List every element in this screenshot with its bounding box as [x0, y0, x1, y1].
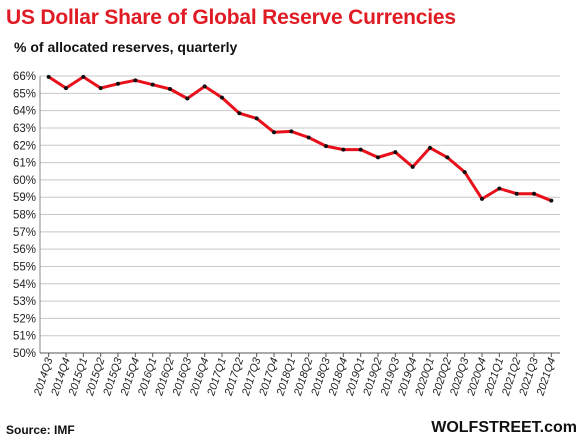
data-point — [549, 198, 554, 203]
x-tick-labels: 2014Q32014Q42015Q12015Q22015Q32015Q42016… — [32, 355, 558, 398]
data-point — [237, 111, 242, 116]
data-point — [168, 86, 172, 91]
data-point — [410, 164, 415, 169]
y-tick-label: 61% — [13, 158, 36, 170]
data-point — [185, 96, 190, 101]
data-point — [358, 147, 363, 152]
data-point — [376, 155, 380, 160]
y-tick-label: 54% — [13, 279, 36, 291]
y-tick-label: 56% — [13, 244, 36, 256]
y-tick-labels: 50% 51% 52% 53% 54% 55% 56% 57% 58% 59% 60% 61% 62% 6… — [13, 71, 36, 360]
data-point — [46, 74, 51, 79]
data-point — [462, 170, 467, 175]
data-point — [116, 81, 120, 86]
gridlines — [40, 75, 560, 354]
y-tick-label: 62% — [13, 140, 36, 152]
axes — [39, 76, 560, 357]
source-note: Source: IMF — [6, 423, 75, 437]
data-point — [133, 78, 138, 83]
data-point — [150, 82, 155, 87]
y-tick-label: 66% — [13, 71, 36, 83]
y-tick-label: 58% — [13, 210, 36, 222]
y-tick-label: 59% — [13, 192, 36, 204]
data-point — [393, 150, 398, 155]
data-point — [532, 191, 536, 196]
data-point — [64, 86, 68, 91]
y-tick-label: 50% — [13, 348, 36, 360]
data-point — [514, 191, 519, 196]
data-point — [428, 145, 432, 150]
chart-subtitle: % of allocated reserves, quarterly — [14, 39, 238, 55]
data-point — [445, 155, 450, 160]
data-point — [497, 186, 502, 191]
data-point — [254, 116, 259, 121]
data-point — [202, 84, 207, 89]
y-tick-label: 63% — [13, 123, 36, 135]
y-tick-label: 51% — [13, 331, 36, 343]
y-tick-label: 64% — [13, 106, 36, 118]
data-point — [220, 95, 224, 100]
brand-watermark: WOLFSTREET.com — [431, 419, 577, 436]
chart-title: US Dollar Share of Global Reserve Curren… — [6, 6, 456, 29]
data-point — [341, 147, 346, 152]
data-point — [81, 74, 86, 79]
data-point — [480, 196, 484, 201]
y-tick-label: 60% — [13, 175, 36, 187]
series-usd-share — [46, 74, 554, 203]
data-point — [272, 130, 276, 135]
y-tick-label: 65% — [13, 88, 36, 100]
data-point — [98, 86, 103, 91]
series-line — [47, 75, 553, 203]
data-point — [289, 129, 294, 134]
y-tick-label: 55% — [13, 261, 36, 273]
y-tick-label: 52% — [13, 313, 36, 325]
y-tick-label: 57% — [13, 227, 36, 239]
y-tick-label: 53% — [13, 296, 36, 308]
data-point — [324, 144, 328, 149]
data-point — [306, 135, 311, 140]
